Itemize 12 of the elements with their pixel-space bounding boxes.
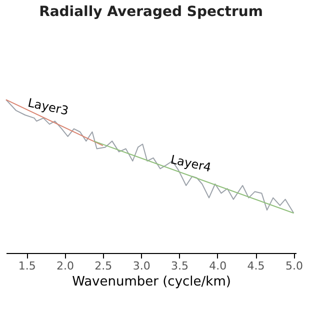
x-axis-title: Wavenumber (cycle/km) <box>72 274 231 290</box>
annotation: Layer4 <box>169 152 212 175</box>
x-tick-label: 3.5 <box>170 260 188 272</box>
x-tick-label: 2.5 <box>94 260 112 272</box>
annotation: Layer3 <box>26 96 70 118</box>
x-tick-label: 5.0 <box>285 260 303 272</box>
x-tick-label: 4.0 <box>209 260 227 272</box>
x-tick-label: 1.5 <box>18 260 36 272</box>
x-tick-label: 2.0 <box>56 260 74 272</box>
chart-title: Radially Averaged Spectrum <box>39 4 263 20</box>
x-tick-label: 4.5 <box>247 260 265 272</box>
x-tick-label: 3.0 <box>132 260 150 272</box>
